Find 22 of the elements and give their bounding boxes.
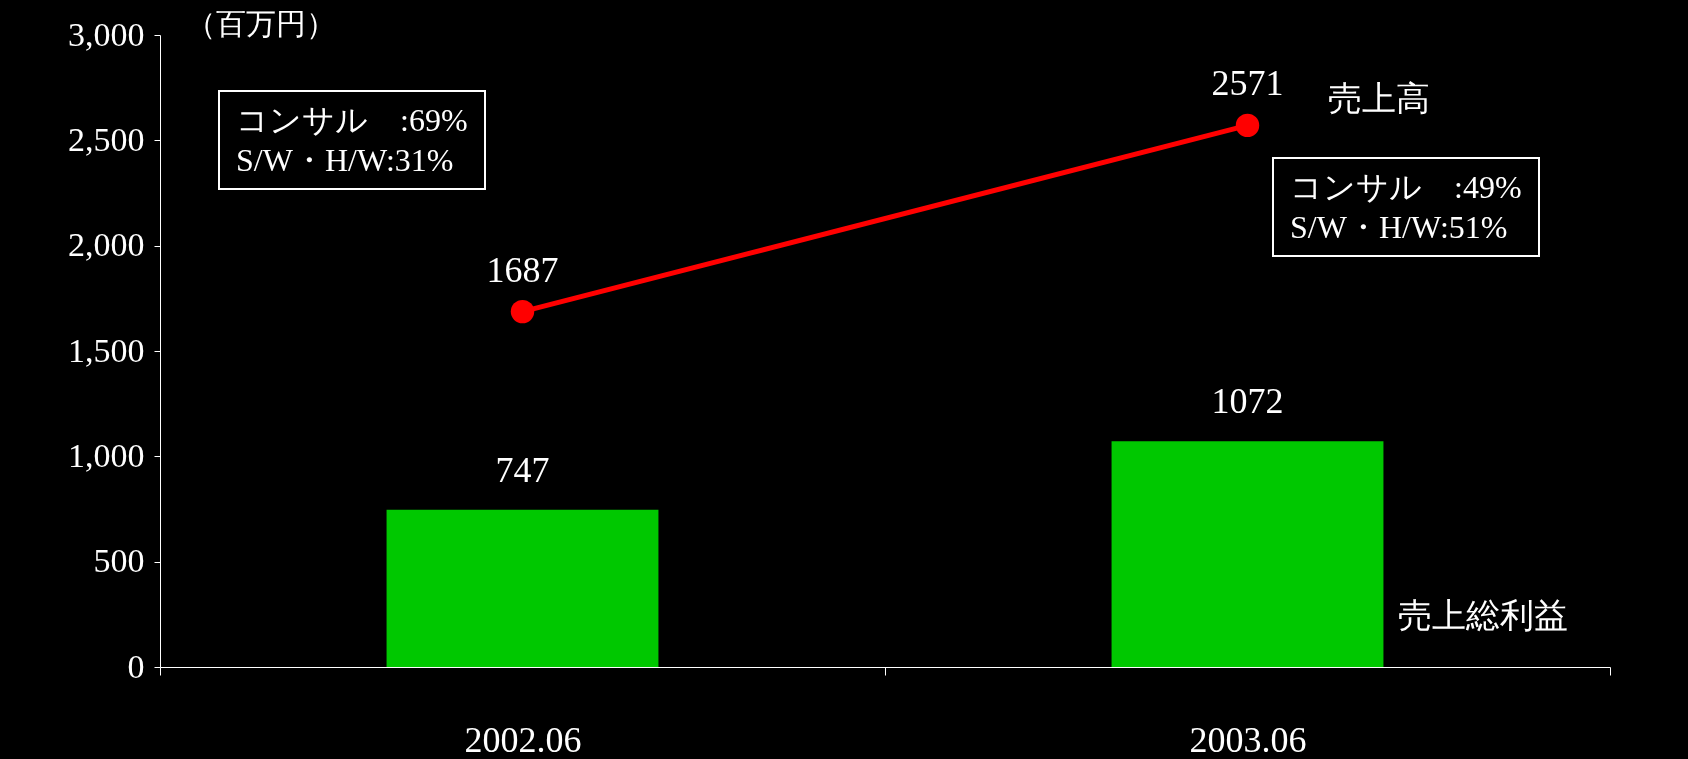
data-label: 747: [495, 449, 550, 490]
annotation: コンサル :49%: [1290, 168, 1522, 207]
data-label: 1072: [1211, 381, 1284, 422]
x-tick-label: 2003.06: [1189, 719, 1307, 759]
annotation: S/W・H/W:31%: [236, 141, 455, 180]
annotation: コンサル :69%: [236, 101, 468, 140]
y-tick-label: 0: [127, 647, 145, 685]
y-tick-label: 1,500: [68, 331, 145, 369]
y-tick-label: 500: [93, 542, 145, 580]
y-tick-label: 3,000: [68, 15, 145, 53]
y-tick-label: 1,000: [68, 436, 145, 474]
y-axis-title: （百万円）: [185, 5, 336, 41]
data-label: 2571: [1211, 63, 1284, 104]
note-box: コンサル :49% S/W・H/W:51%: [1272, 157, 1540, 257]
y-tick-label: 2,500: [68, 120, 145, 158]
note-box: コンサル :69% S/W・H/W:31%: [218, 90, 486, 190]
x-tick-label: 2002.06: [464, 719, 582, 759]
y-tick-label: 2,000: [68, 226, 145, 264]
series-label: 売上総利益: [1397, 595, 1568, 635]
annotation: S/W・H/W:51%: [1290, 208, 1509, 247]
data-label: 1687: [486, 249, 559, 290]
text: 売上高: [1327, 78, 1430, 119]
